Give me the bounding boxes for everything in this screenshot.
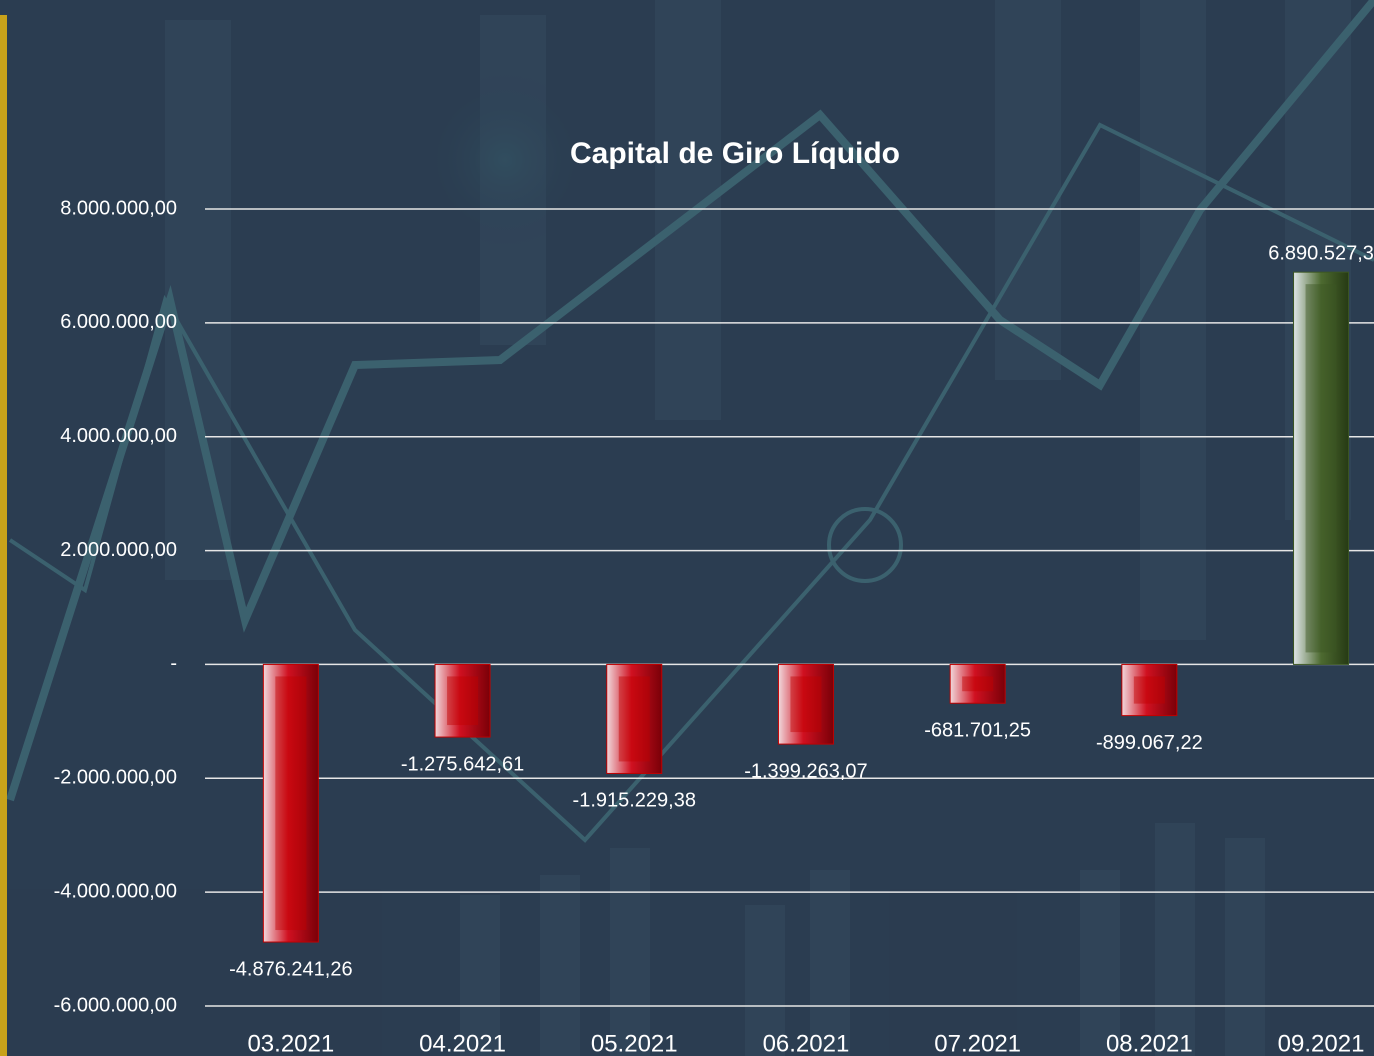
y-tick-label: -6.000.000,00 — [54, 994, 177, 1016]
bar-bevel — [447, 676, 479, 726]
value-label: -681.701,25 — [924, 720, 1031, 742]
bar — [1121, 663, 1178, 717]
y-tick-label: - — [170, 653, 177, 675]
x-tick-label: 05.2021 — [591, 1030, 678, 1056]
value-label: -4.876.241,26 — [229, 958, 352, 980]
bar — [262, 663, 319, 943]
value-label: -899.067,22 — [1096, 732, 1203, 754]
bar-bevel — [1133, 676, 1165, 704]
value-label: -1.915.229,38 — [573, 790, 696, 812]
bar-bevel — [790, 676, 822, 733]
x-tick-label: 08.2021 — [1106, 1030, 1193, 1056]
value-label: 6.890.527,3 — [1268, 242, 1374, 264]
y-tick-label: -4.000.000,00 — [54, 880, 177, 902]
bar-bevel — [275, 676, 307, 931]
x-tick-label: 07.2021 — [934, 1030, 1021, 1056]
left-border — [0, 15, 7, 1056]
y-tick-label: 8.000.000,00 — [60, 197, 177, 219]
bar — [434, 663, 491, 738]
bar — [949, 663, 1006, 704]
x-tick-label: 04.2021 — [419, 1030, 506, 1056]
bar-bevel — [1305, 284, 1337, 653]
bar — [606, 663, 663, 774]
x-tick-label: 03.2021 — [247, 1030, 334, 1056]
value-label: -1.275.642,61 — [401, 753, 524, 775]
y-tick-label: 6.000.000,00 — [60, 311, 177, 333]
value-label: -1.399.263,07 — [744, 760, 867, 782]
bar — [777, 663, 834, 745]
y-tick-label: 2.000.000,00 — [60, 539, 177, 561]
y-tick-label: 4.000.000,00 — [60, 425, 177, 447]
bar-bevel — [962, 676, 994, 692]
chart-title: Capital de Giro Líquido — [570, 137, 900, 170]
bar-bevel — [618, 676, 650, 762]
x-tick-label: 06.2021 — [763, 1030, 850, 1056]
x-tick-label: 09.2021 — [1278, 1030, 1365, 1056]
bar — [1293, 271, 1350, 665]
y-tick-label: -2.000.000,00 — [54, 767, 177, 789]
